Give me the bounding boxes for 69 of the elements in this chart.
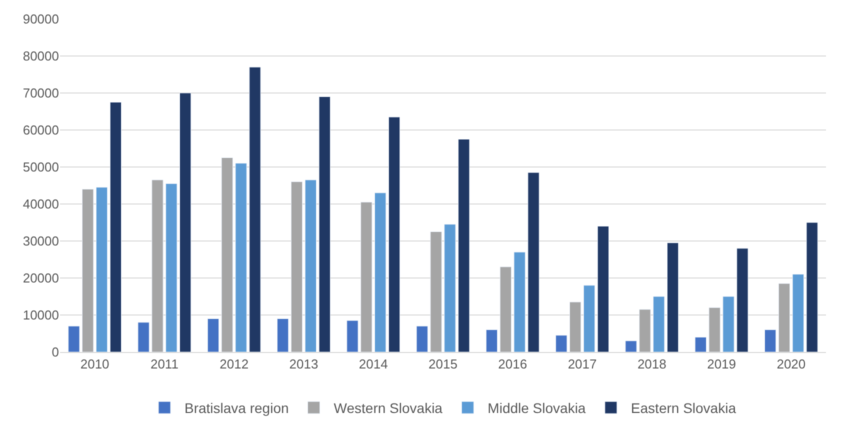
bar — [708, 307, 720, 352]
x-tick-label: 2010 — [80, 356, 110, 372]
legend-label: Bratislava region — [184, 400, 289, 416]
bar — [639, 309, 651, 352]
y-tick-label: 90000 — [22, 12, 59, 27]
bar — [68, 326, 80, 352]
legend-label: Middle Slovakia — [488, 400, 586, 416]
bar — [778, 283, 790, 352]
bar — [722, 296, 734, 352]
bar — [583, 285, 596, 352]
legend-label: Western Slovakia — [334, 400, 443, 416]
y-tick-label: 70000 — [22, 86, 59, 101]
y-tick-label: 40000 — [22, 196, 59, 212]
x-tick-label: 2014 — [358, 356, 388, 372]
bar — [666, 242, 679, 352]
y-tick-label: 30000 — [22, 234, 59, 249]
x-tick-label: 2019 — [707, 356, 736, 372]
bar — [304, 180, 317, 352]
x-tick-label: 2015 — [428, 356, 458, 372]
bar — [430, 232, 442, 352]
x-tick-label: 2012 — [220, 356, 249, 372]
bar — [346, 320, 358, 352]
bar — [138, 322, 150, 352]
bar — [277, 318, 289, 352]
x-tick-label: 2013 — [289, 356, 318, 372]
bar — [416, 326, 428, 352]
bar — [207, 318, 220, 352]
bar — [82, 188, 94, 352]
y-tick-label: 60000 — [22, 122, 59, 138]
bar — [152, 180, 164, 352]
bar — [569, 302, 582, 352]
bar — [556, 335, 568, 352]
bar — [166, 183, 178, 352]
bar — [486, 330, 498, 352]
bar — [360, 202, 372, 352]
bar — [792, 274, 804, 352]
x-tick-label: 2018 — [637, 356, 666, 372]
bar — [96, 187, 108, 352]
bar — [694, 336, 706, 352]
bar — [388, 116, 400, 352]
bar — [374, 192, 386, 352]
bar — [249, 66, 261, 352]
bar — [444, 224, 456, 352]
bar — [180, 92, 192, 352]
bar — [110, 102, 122, 352]
bar — [764, 330, 776, 352]
x-tick-label: 2017 — [568, 356, 597, 372]
bar — [653, 296, 665, 352]
y-tick-label: 50000 — [22, 160, 59, 175]
bar — [625, 340, 637, 352]
bar — [736, 248, 748, 352]
bar — [806, 222, 818, 352]
bar — [221, 158, 233, 352]
legend-label: Eastern Slovakia — [630, 400, 736, 416]
bar — [458, 139, 470, 352]
x-tick-label: 2016 — [498, 356, 528, 372]
bar — [500, 266, 512, 352]
y-tick-label: 20000 — [22, 270, 59, 286]
y-tick-label: 0 — [52, 344, 59, 360]
bar — [528, 172, 540, 352]
x-tick-label: 2020 — [776, 356, 806, 372]
bar — [235, 163, 247, 352]
bar — [597, 226, 609, 352]
y-tick-label: 10000 — [22, 308, 59, 323]
bar — [290, 182, 303, 352]
y-tick-label: 80000 — [22, 48, 59, 64]
x-tick-label: 2011 — [150, 356, 178, 372]
bar — [514, 252, 526, 352]
bar — [318, 96, 330, 352]
